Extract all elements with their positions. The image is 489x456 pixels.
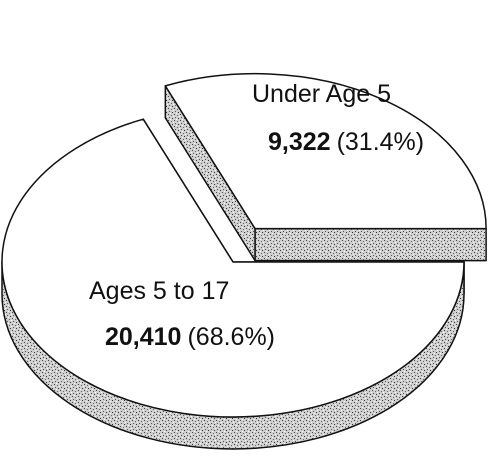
category-label: Under Age 5 [252,80,391,108]
slice [1,118,465,418]
slice-label: Ages 5 to 17 20,410 (68.6%) [89,277,275,351]
value-label: 9,322 (31.4%) [268,128,424,156]
category-label: Ages 5 to 17 [89,277,229,305]
value-label: 20,410 (68.6%) [105,323,275,351]
pie [1,72,487,450]
slice [164,72,487,230]
slice-label: Under Age 5 9,322 (31.4%) [252,80,424,156]
value: 9,322 [268,128,331,156]
value: 20,410 [105,323,181,351]
percent: (68.6%) [187,323,275,351]
percent: (31.4%) [337,128,425,156]
slice-side [254,227,487,262]
